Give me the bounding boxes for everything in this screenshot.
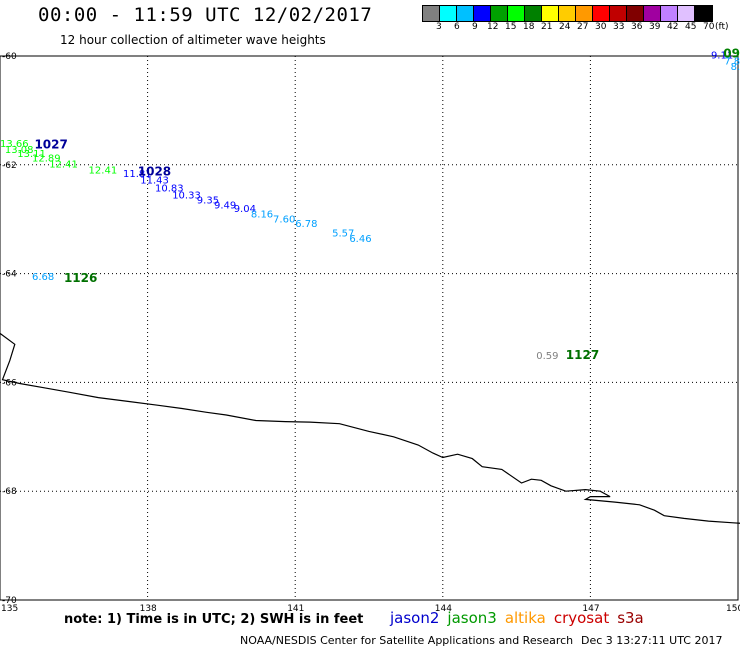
lon-tick-label: 138 (140, 604, 157, 614)
pass-time-label: 0931 (723, 47, 740, 61)
wave-height-value: 8.16 (731, 62, 740, 73)
color-scale-bar (422, 5, 713, 22)
legend-item-jason2: jason2 (390, 609, 440, 627)
color-scale-label: 27 (577, 22, 589, 32)
lat-tick-label: -66 (2, 378, 17, 388)
lat-tick-label: -60 (2, 52, 17, 62)
color-swatch (610, 6, 627, 21)
footer-note: note: 1) Time is in UTC; 2) SWH is in fe… (64, 612, 364, 627)
wave-height-value: 7.60 (273, 214, 295, 225)
wave-height-value: 7.86 (724, 57, 740, 68)
color-scale-label: 18 (523, 22, 535, 32)
color-swatch (593, 6, 610, 21)
wave-height-value: 11.43 (140, 175, 169, 186)
wave-height-value: 9.04 (234, 204, 256, 215)
legend-item-cryosat: cryosat (553, 609, 610, 627)
color-scale-label: 9 (472, 22, 478, 32)
lon-tick-label: 144 (435, 604, 452, 614)
color-swatch (440, 6, 457, 21)
map-frame (0, 55, 739, 601)
color-scale-label: (ft) (715, 22, 729, 32)
pass-time-label: 1027 (34, 137, 67, 151)
pass-time-label: 1127 (566, 348, 599, 362)
coastline (0, 332, 740, 524)
legend-item-s3a: s3a (617, 609, 644, 627)
wave-height-value: 6.78 (295, 219, 317, 230)
color-swatch (627, 6, 644, 21)
wave-height-value: 0.59 (536, 351, 558, 362)
credit-text: NOAA/NESDIS Center for Satellite Applica… (240, 634, 574, 647)
color-swatch (525, 6, 542, 21)
lat-tick-label: -62 (2, 161, 17, 171)
color-swatch (423, 6, 440, 21)
pass-time-label: 1028 (138, 165, 171, 179)
legend-item-altika: altika (504, 609, 546, 627)
lon-tick-label: 150 (726, 604, 740, 614)
color-swatch (491, 6, 508, 21)
wave-height-value: 6.68 (32, 272, 54, 283)
color-scale-label: 36 (631, 22, 643, 32)
wave-height-value: 13.66 (0, 139, 29, 150)
wave-height-value: 9.11 (711, 51, 733, 62)
color-scale-label: 42 (667, 22, 679, 32)
color-scale-label: 30 (595, 22, 607, 32)
color-swatch (474, 6, 491, 21)
color-swatch (559, 6, 576, 21)
pass-time-label: 1126 (64, 271, 97, 285)
color-scale-label: 21 (541, 22, 553, 32)
color-scale-label: 12 (487, 22, 499, 32)
color-scale-label: 39 (649, 22, 661, 32)
color-swatch (661, 6, 678, 21)
wave-height-value: 13.08 (5, 145, 34, 156)
page-subtitle: 12 hour collection of altimeter wave hei… (60, 33, 326, 47)
wave-height-value: 9.49 (214, 200, 236, 211)
wave-height-value: 13.11 (17, 149, 46, 160)
color-scale-label: 33 (613, 22, 625, 32)
wave-height-value: 11.81 (123, 169, 152, 180)
color-swatch (457, 6, 474, 21)
wave-height-value: 6.46 (349, 234, 371, 245)
wave-height-value: 12.41 (89, 166, 118, 177)
wave-height-value: 12.41 (49, 160, 78, 171)
color-swatch (678, 6, 695, 21)
lat-tick-label: -70 (2, 596, 17, 606)
color-scale-label: 3 (436, 22, 442, 32)
color-scale-label: 70 (703, 22, 715, 32)
color-scale-label: 6 (454, 22, 460, 32)
lon-tick-label: 135 (1, 604, 18, 614)
wave-height-value: 12.89 (32, 154, 61, 165)
satellite-legend: jason2 jason3 altika cryosat s3a (390, 609, 652, 627)
color-swatch (644, 6, 661, 21)
wave-height-value: 10.33 (172, 191, 201, 202)
timestamp-text: Dec 3 13:27:11 UTC 2017 (581, 634, 723, 647)
wave-height-value: 5.57 (332, 229, 354, 240)
color-swatch (576, 6, 593, 21)
color-scale-label: 24 (559, 22, 571, 32)
color-swatch (695, 6, 712, 21)
lat-tick-label: -68 (2, 487, 17, 497)
wave-height-value: 8.16 (251, 210, 273, 221)
page-title: 00:00 - 11:59 UTC 12/02/2017 (38, 4, 373, 26)
wave-height-value: 9.35 (197, 195, 219, 206)
color-scale-label: 45 (685, 22, 697, 32)
legend-item-jason3: jason3 (447, 609, 497, 627)
lon-tick-label: 141 (287, 604, 304, 614)
wave-height-value: 10.83 (155, 183, 184, 194)
color-swatch (508, 6, 525, 21)
lon-tick-label: 147 (582, 604, 599, 614)
color-scale-label: 15 (505, 22, 517, 32)
color-scale-labels: 3 6 9 12 15 18 21 24 27 30 33 36 39 42 45 70 (ft) (422, 22, 740, 34)
color-swatch (542, 6, 559, 21)
lat-tick-label: -64 (2, 270, 17, 280)
